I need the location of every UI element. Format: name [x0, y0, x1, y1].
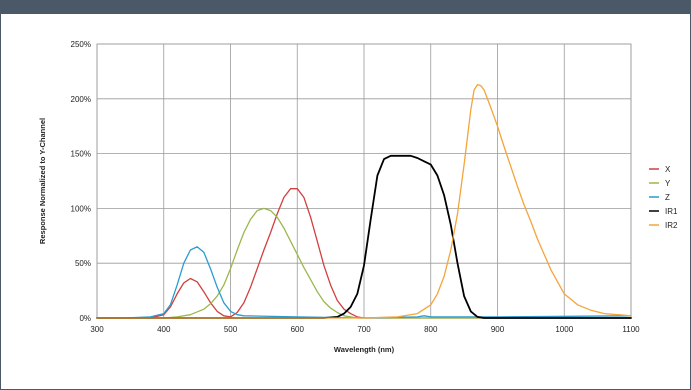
y-tick-label: 100% [71, 204, 91, 213]
x-tick-label: 800 [424, 325, 438, 334]
x-tick-label: 700 [357, 325, 371, 334]
x-tick-label: 600 [291, 325, 305, 334]
legend: XYZ IR1 IR2 [649, 165, 678, 230]
y-tick-labels: 0% 50% 100% 150% 200% 250% [71, 40, 91, 323]
x-tick-label: 1000 [555, 325, 573, 334]
series-line-ir1 [96, 154, 632, 319]
y-tick-label: 150% [71, 150, 91, 159]
x-tick-label: 300 [90, 325, 104, 334]
legend-label-x: X [665, 165, 671, 174]
legend-label-z: Z [665, 193, 670, 202]
x-tick-label: 400 [157, 325, 171, 334]
series-line-ir2 [96, 83, 632, 319]
series-line-x [96, 188, 632, 319]
x-tick-label: 500 [224, 325, 238, 334]
y-tick-label: 0% [79, 314, 91, 323]
y-tick-label: 50% [75, 259, 91, 268]
y-axis-title: Response Normalized to Y-Channel [38, 118, 47, 244]
x-tick-label: 1100 [622, 325, 640, 334]
y-tick-label: 250% [71, 40, 91, 49]
legend-label-y: Y [665, 179, 671, 188]
series-lines [96, 83, 632, 319]
series-line-y [96, 207, 632, 319]
x-tick-labels: 300 400 500 600 700 800 900 1000 1100 [90, 325, 640, 334]
legend-label-ir2: IR2 [665, 221, 678, 230]
header-bar [1, 0, 690, 14]
grid-lines [96, 43, 632, 319]
legend-label-ir1: IR1 [665, 207, 678, 216]
x-axis-title: Wavelength (nm) [334, 345, 395, 354]
y-tick-label: 200% [71, 95, 91, 104]
series-line-z [96, 246, 632, 319]
x-tick-label: 900 [491, 325, 505, 334]
